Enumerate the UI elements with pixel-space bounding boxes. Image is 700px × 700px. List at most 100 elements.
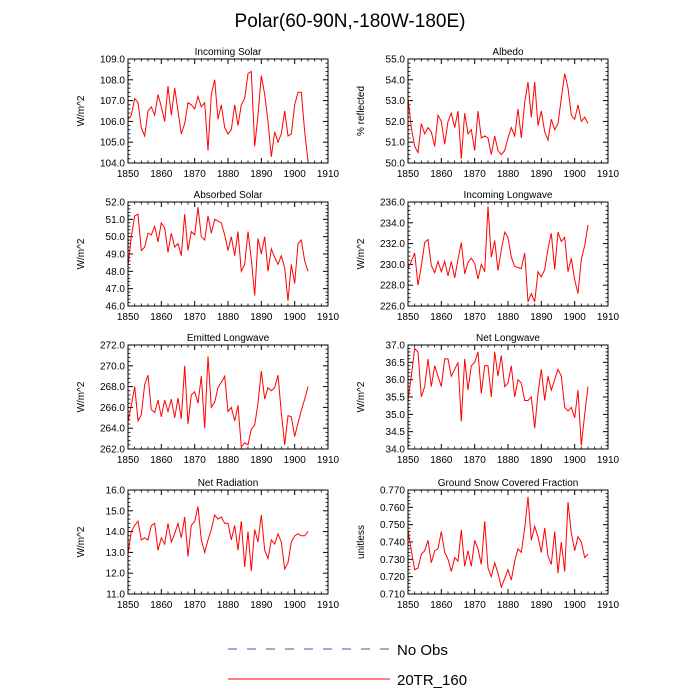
x-tick-label: 1860 — [150, 169, 173, 180]
x-tick-label: 1850 — [117, 312, 140, 323]
plot-frame — [127, 344, 329, 450]
panel-title: Albedo — [492, 47, 524, 58]
y-tick-label: 34.0 — [386, 445, 406, 456]
y-axis-label: W/m^2 — [76, 238, 87, 269]
x-tick-label: 1860 — [430, 312, 453, 323]
legend: No Obs 20TR_160 — [228, 642, 467, 689]
x-tick-label: 1850 — [117, 455, 140, 466]
y-axis-label: W/m^2 — [356, 381, 367, 412]
panel-net-longwave: Net Longwave W/m^2 1850 1860 1870 1880 1890 190… — [356, 333, 620, 466]
x-tick-label: 1890 — [250, 312, 273, 323]
x-tick-label: 1910 — [317, 455, 340, 466]
x-tick-label: 1870 — [184, 169, 207, 180]
y-tick-label: 35.0 — [386, 410, 406, 421]
y-tick-label: 36.0 — [386, 375, 406, 386]
x-tick-label: 1890 — [250, 455, 273, 466]
y-tick-label: 37.0 — [386, 341, 406, 352]
x-tick-label: 1850 — [397, 600, 420, 611]
x-tick-label: 1890 — [530, 455, 553, 466]
x-tick-label: 1880 — [497, 169, 520, 180]
panel-incoming-solar: Incoming Solar W/m^2 1850 1860 1870 1880 1890 1… — [76, 47, 340, 180]
y-axis-label: unitless — [356, 525, 367, 559]
y-tick-label: 232.0 — [380, 239, 405, 250]
x-tick-label: 1910 — [317, 312, 340, 323]
y-tick-label: 272.0 — [100, 341, 125, 352]
panel-net-radiation: Net Radiation W/m^2 1850 1860 1870 1880 1890 19… — [76, 478, 340, 611]
y-tick-label: 48.0 — [106, 267, 126, 278]
x-tick-label: 1910 — [597, 312, 620, 323]
plot-frame — [127, 58, 329, 164]
legend-label-20tr-160: 20TR_160 — [397, 672, 467, 689]
y-tick-label: 16.0 — [106, 486, 126, 497]
y-tick-label: 35.5 — [386, 393, 406, 404]
series-line-20tr-160 — [407, 496, 589, 589]
series-line-20tr-160 — [127, 356, 309, 449]
x-tick-label: 1900 — [284, 312, 307, 323]
x-tick-label: 1850 — [397, 312, 420, 323]
y-tick-label: 13.0 — [106, 548, 126, 559]
y-tick-label: 12.0 — [106, 569, 126, 580]
x-tick-label: 1860 — [150, 600, 173, 611]
y-tick-label: 34.5 — [386, 427, 406, 438]
panel-title: Net Longwave — [476, 333, 540, 344]
x-tick-label: 1870 — [464, 455, 487, 466]
series-line-20tr-160 — [407, 347, 589, 446]
panel-absorbed-solar: Absorbed Solar W/m^2 1850 1860 1870 1880 1890 1… — [76, 190, 340, 323]
plot-frame — [407, 344, 609, 450]
y-tick-label: 50.0 — [386, 159, 406, 170]
y-tick-label: 266.0 — [100, 403, 125, 414]
y-tick-label: 52.0 — [106, 198, 126, 209]
y-tick-label: 53.0 — [386, 96, 406, 107]
x-tick-label: 1870 — [184, 312, 207, 323]
x-tick-label: 1870 — [464, 312, 487, 323]
plot-frame — [407, 201, 609, 307]
y-tick-label: 230.0 — [380, 260, 405, 271]
y-tick-label: 0.730 — [380, 555, 405, 566]
y-tick-label: 105.0 — [100, 138, 125, 149]
x-tick-label: 1860 — [430, 600, 453, 611]
y-tick-label: 270.0 — [100, 361, 125, 372]
x-tick-label: 1900 — [564, 600, 587, 611]
panel-title: Incoming Solar — [195, 47, 262, 58]
y-tick-label: 51.0 — [386, 138, 406, 149]
x-tick-label: 1880 — [217, 455, 240, 466]
panel-title: Incoming Longwave — [464, 190, 553, 201]
x-tick-label: 1880 — [217, 600, 240, 611]
y-tick-label: 55.0 — [386, 55, 406, 66]
panel-incoming-longwave: Incoming Longwave W/m^2 1850 1860 1870 1880 18… — [356, 190, 620, 323]
x-tick-label: 1860 — [430, 169, 453, 180]
plot-frame — [127, 201, 329, 307]
x-tick-label: 1880 — [217, 169, 240, 180]
x-tick-label: 1900 — [564, 455, 587, 466]
y-tick-label: 268.0 — [100, 382, 125, 393]
y-tick-label: 0.770 — [380, 486, 405, 497]
x-tick-label: 1860 — [150, 455, 173, 466]
x-tick-label: 1870 — [464, 169, 487, 180]
y-tick-label: 15.0 — [106, 506, 126, 517]
panel-title: Absorbed Solar — [194, 190, 264, 201]
plot-frame — [127, 489, 329, 595]
y-tick-label: 106.0 — [100, 117, 125, 128]
series-line-20tr-160 — [407, 73, 589, 159]
x-tick-label: 1910 — [317, 600, 340, 611]
x-tick-label: 1870 — [464, 600, 487, 611]
legend-label-no-obs: No Obs — [397, 642, 448, 659]
x-tick-label: 1880 — [497, 600, 520, 611]
y-axis-label: % reflected — [356, 86, 367, 136]
x-tick-label: 1870 — [184, 600, 207, 611]
x-tick-label: 1850 — [397, 455, 420, 466]
y-tick-label: 108.0 — [100, 75, 125, 86]
x-tick-label: 1910 — [597, 455, 620, 466]
series-line-20tr-160 — [407, 206, 589, 302]
x-tick-label: 1860 — [430, 455, 453, 466]
panel-ground-snow-covered-fraction: Ground Snow Covered Fraction unitless 1850… — [356, 478, 620, 611]
y-tick-label: 0.720 — [380, 572, 405, 583]
y-tick-label: 264.0 — [100, 424, 125, 435]
x-tick-label: 1890 — [250, 169, 273, 180]
panel-title: Net Radiation — [198, 478, 259, 489]
x-tick-label: 1860 — [150, 312, 173, 323]
x-tick-label: 1880 — [497, 455, 520, 466]
panel-title: Emitted Longwave — [187, 333, 270, 344]
y-tick-label: 11.0 — [106, 590, 125, 601]
